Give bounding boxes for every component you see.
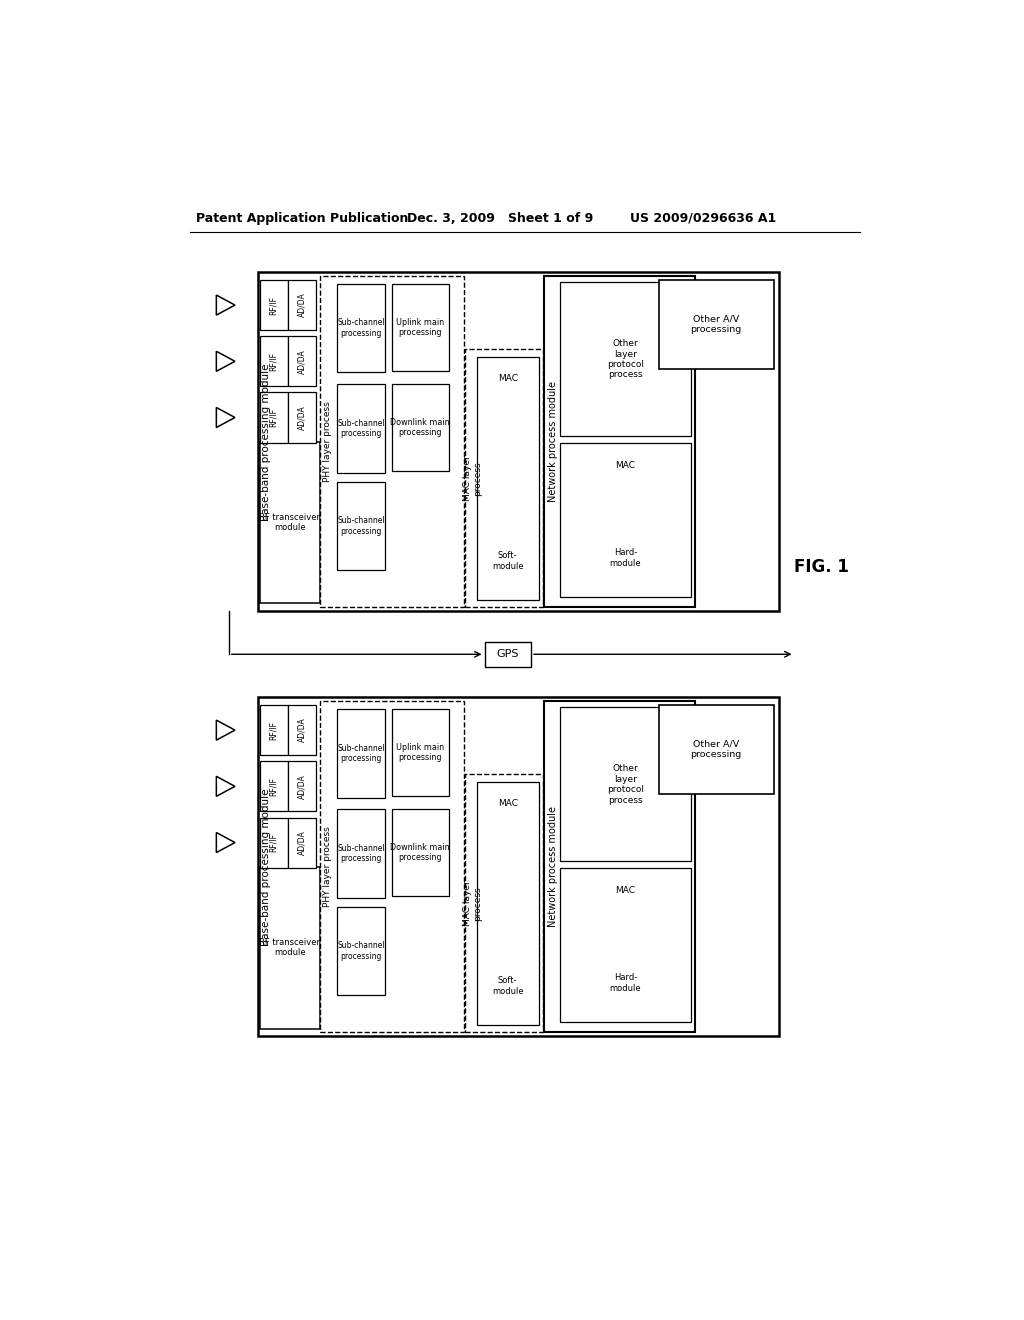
Bar — [658, 705, 773, 793]
Bar — [288, 392, 315, 442]
Bar — [560, 708, 691, 862]
Text: Soft-
module: Soft- module — [492, 977, 523, 995]
Bar — [321, 276, 464, 607]
Bar — [288, 280, 315, 330]
Text: GPS: GPS — [497, 649, 519, 659]
Bar — [288, 337, 315, 387]
Text: Network process module: Network process module — [548, 381, 558, 502]
Text: Other
layer
protocol
process: Other layer protocol process — [607, 764, 644, 804]
Text: Sub-channel
processing: Sub-channel processing — [338, 843, 385, 863]
Text: RF transceiver
module: RF transceiver module — [259, 513, 321, 532]
Text: Uplink main
processing: Uplink main processing — [396, 743, 444, 762]
Text: Downlink main
processing: Downlink main processing — [390, 843, 450, 862]
Text: RF/IF: RF/IF — [269, 408, 279, 426]
Text: Sub-channel
processing: Sub-channel processing — [338, 516, 385, 536]
Text: Hard-
module: Hard- module — [609, 548, 641, 568]
Bar — [260, 337, 288, 387]
Text: Soft-
module: Soft- module — [492, 552, 523, 570]
Bar — [560, 442, 691, 597]
Text: Other A/V
processing: Other A/V processing — [690, 739, 741, 759]
Text: MAC layer
process: MAC layer process — [463, 455, 482, 502]
Text: Sub-channel
processing: Sub-channel processing — [338, 941, 385, 961]
Text: RF/IF: RF/IF — [269, 352, 279, 371]
Text: US 2009/0296636 A1: US 2009/0296636 A1 — [630, 213, 776, 224]
Text: MAC layer
process: MAC layer process — [463, 880, 482, 927]
Bar — [477, 781, 539, 1024]
Text: AD/DA: AD/DA — [297, 348, 306, 374]
Bar — [258, 697, 779, 1036]
Bar — [258, 272, 779, 611]
Bar — [391, 709, 449, 796]
Bar — [288, 817, 315, 867]
Bar — [260, 867, 321, 1028]
Bar — [544, 276, 695, 607]
Bar — [391, 809, 449, 896]
Text: RF transceiver
module: RF transceiver module — [259, 939, 321, 957]
Bar — [337, 709, 385, 797]
Bar — [544, 701, 695, 1032]
Text: Sub-channel
processing: Sub-channel processing — [338, 418, 385, 438]
Text: FIG. 1: FIG. 1 — [795, 557, 849, 576]
Bar — [465, 350, 543, 607]
Text: AD/DA: AD/DA — [297, 718, 306, 742]
Text: Patent Application Publication: Patent Application Publication — [197, 213, 409, 224]
Text: MAC: MAC — [498, 799, 518, 808]
Text: PHY layer process: PHY layer process — [324, 401, 333, 482]
Bar — [337, 482, 385, 570]
Bar — [260, 817, 288, 867]
Bar — [560, 867, 691, 1022]
Bar — [337, 384, 385, 473]
Bar — [260, 762, 288, 812]
Bar — [260, 280, 288, 330]
Bar — [288, 705, 315, 755]
Bar — [658, 280, 773, 368]
Text: PHY layer process: PHY layer process — [324, 826, 333, 907]
Bar — [260, 442, 321, 603]
Text: Sub-channel
processing: Sub-channel processing — [338, 743, 385, 763]
Bar — [337, 907, 385, 995]
Text: Sub-channel
processing: Sub-channel processing — [338, 318, 385, 338]
Text: Base-band processing module: Base-band processing module — [261, 363, 271, 520]
Text: Uplink main
processing: Uplink main processing — [396, 318, 444, 337]
Bar — [391, 384, 449, 471]
Text: MAC: MAC — [615, 461, 636, 470]
Text: MAC: MAC — [498, 374, 518, 383]
Text: RF/IF: RF/IF — [269, 721, 279, 739]
Bar — [260, 705, 288, 755]
Text: RF/IF: RF/IF — [269, 296, 279, 314]
Bar — [560, 282, 691, 437]
Text: Downlink main
processing: Downlink main processing — [390, 418, 450, 437]
Bar — [288, 762, 315, 812]
Bar — [465, 775, 543, 1032]
Text: RF/IF: RF/IF — [269, 833, 279, 851]
Bar — [484, 642, 531, 667]
Text: RF/IF: RF/IF — [269, 777, 279, 796]
Text: Other
layer
protocol
process: Other layer protocol process — [607, 339, 644, 379]
Bar — [337, 284, 385, 372]
Text: Base-band processing module: Base-band processing module — [261, 788, 271, 945]
Text: AD/DA: AD/DA — [297, 830, 306, 855]
Text: Network process module: Network process module — [548, 807, 558, 928]
Text: Hard-
module: Hard- module — [609, 973, 641, 993]
Bar — [477, 358, 539, 599]
Text: AD/DA: AD/DA — [297, 405, 306, 430]
Bar — [321, 701, 464, 1032]
Bar — [337, 809, 385, 898]
Text: MAC: MAC — [615, 886, 636, 895]
Text: AD/DA: AD/DA — [297, 293, 306, 318]
Bar — [391, 284, 449, 371]
Text: Dec. 3, 2009   Sheet 1 of 9: Dec. 3, 2009 Sheet 1 of 9 — [407, 213, 593, 224]
Text: Other A/V
processing: Other A/V processing — [690, 314, 741, 334]
Bar — [260, 392, 288, 442]
Text: AD/DA: AD/DA — [297, 774, 306, 799]
